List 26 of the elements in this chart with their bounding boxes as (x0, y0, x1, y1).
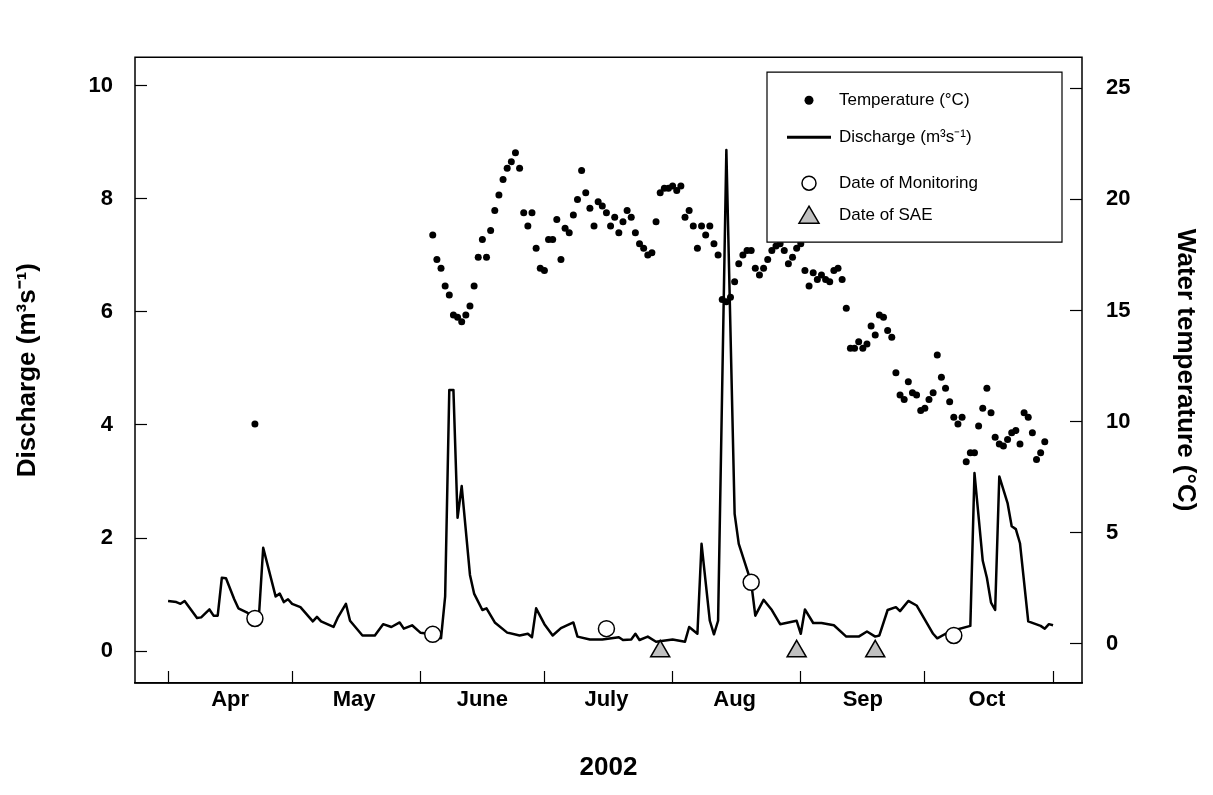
y2-tick-label: 10 (1106, 407, 1131, 433)
y2-tick-label: 25 (1106, 74, 1131, 100)
x-axis-title: 2002 (579, 750, 638, 781)
y-tick-label: 6 (100, 297, 113, 323)
legend-label: Date of Monitoring (839, 172, 978, 192)
y2-axis-title: Water temperature (°C) (1172, 228, 1203, 512)
x-tick-label: Sep (842, 686, 884, 712)
x-tick-label: June (456, 686, 509, 712)
x-tick-label: Oct (968, 686, 1006, 712)
legend-label: Temperature (°C) (839, 89, 970, 109)
y2-tick-label: 0 (1106, 629, 1119, 655)
y-tick-label: 2 (100, 524, 113, 550)
x-tick-label: July (584, 686, 630, 712)
y-axis-title: Discharge (m³s⁻¹) (10, 263, 41, 478)
x-tick-label: Apr (211, 686, 250, 712)
legend-label: Date of SAE (839, 204, 933, 224)
y-tick-label: 0 (100, 637, 113, 663)
y-tick-label: 4 (100, 411, 114, 437)
y2-tick-label: 5 (1106, 518, 1119, 544)
y2-tick-label: 15 (1106, 296, 1131, 322)
x-tick-label: Aug (713, 686, 757, 712)
y-tick-label: 10 (88, 71, 113, 97)
y-tick-label: 8 (100, 184, 113, 210)
x-tick-label: May (332, 686, 377, 712)
y2-tick-label: 20 (1106, 185, 1131, 211)
legend-label: Discharge (m³s⁻¹) (839, 126, 972, 146)
